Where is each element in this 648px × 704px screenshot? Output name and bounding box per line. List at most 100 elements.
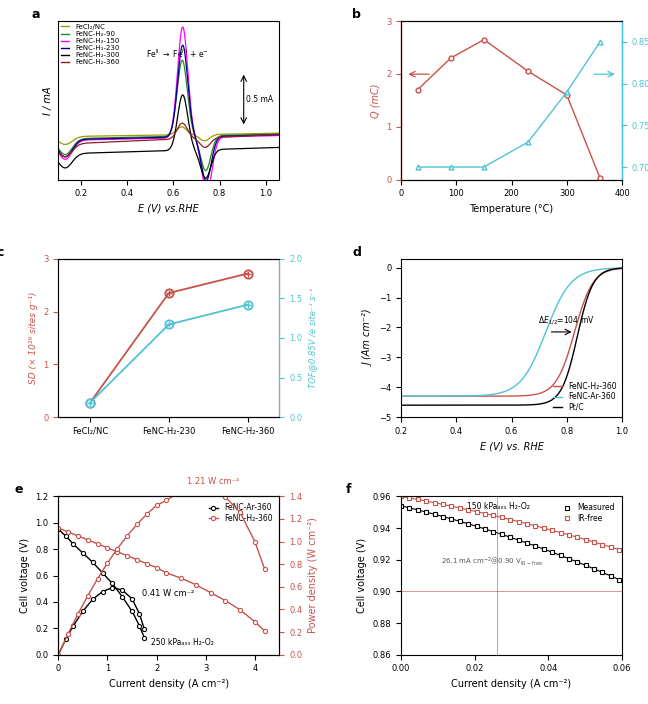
FeNC-Ar-360 (135, 622, 143, 630)
Line: Pt/C: Pt/C (401, 268, 622, 406)
Measured (406, 503, 413, 512)
FeNC-H₂-230 (179, 41, 187, 49)
FeNC-H₂-360 (237, 605, 244, 614)
FeNC-Ar-360 (613, 264, 621, 272)
FeNC-H₂-230 (154, 133, 162, 142)
FeNC-Ar-360 (89, 558, 97, 567)
Pt/C (516, 401, 524, 409)
Measured (422, 508, 430, 516)
Line: FeNC-H₂-360: FeNC-H₂-360 (56, 526, 267, 633)
FeNC-H₂-300 (222, 145, 229, 153)
FeNC-H₂-360 (178, 574, 185, 582)
FeNC-H₂-90 (111, 134, 119, 142)
FeCl₂/NC (111, 132, 119, 140)
FeNC-Ar-360 (69, 540, 77, 548)
FeNC-H₂-360 (207, 589, 214, 597)
FeNC-H₂-360 (153, 563, 161, 572)
Text: 0.5 mA: 0.5 mA (246, 95, 273, 104)
Line: FeNC-H₂-90: FeNC-H₂-90 (58, 61, 279, 170)
X-axis label: E (V) vs. RHE: E (V) vs. RHE (480, 441, 544, 451)
FeNC-Ar-360 (62, 532, 69, 540)
Line: IR-free: IR-free (399, 495, 621, 551)
Measured (414, 505, 422, 514)
Text: 250 kPaₐₓₛ H₂-O₂: 250 kPaₐₓₛ H₂-O₂ (151, 639, 214, 647)
Text: Fe$^{\rm II}$ $\rightarrow$ Fe$^{\rm III}$ + e$^{-}$: Fe$^{\rm II}$ $\rightarrow$ Fe$^{\rm III… (146, 47, 209, 60)
FeNC-Ar-360 (397, 392, 405, 401)
Measured (557, 551, 564, 560)
FeNC-H₂-360 (578, 303, 586, 311)
FeNC-H₂-230 (93, 134, 101, 143)
FeNC-H₂-150 (202, 188, 210, 196)
FeNC-H₂-300 (203, 173, 211, 182)
Text: a: a (32, 8, 40, 21)
FeNC-H₂-360 (529, 391, 537, 399)
FeNC-H₂-230 (222, 132, 229, 140)
Measured (540, 545, 548, 553)
Line: FeNC-H₂-230: FeNC-H₂-230 (58, 45, 279, 181)
Legend: FeNC-H₂-360, FeNC-Ar-360, Pt/C: FeNC-H₂-360, FeNC-Ar-360, Pt/C (550, 379, 619, 415)
FeNC-H₂-300 (179, 91, 187, 99)
FeNC-H₂-90 (185, 101, 193, 109)
FeNC-H₂-360 (104, 543, 111, 552)
FeNC-H₂-360 (222, 133, 229, 142)
X-axis label: Current density (A cm⁻²): Current density (A cm⁻²) (109, 679, 229, 689)
FeCl₂/NC (94, 132, 102, 140)
FeNC-H₂-90 (178, 56, 186, 65)
Y-axis label: Cell voltage (V): Cell voltage (V) (20, 538, 30, 613)
Legend: FeNC-Ar-360, FeNC-H₂-360: FeNC-Ar-360, FeNC-H₂-360 (205, 500, 275, 526)
IR-free (523, 520, 531, 528)
Measured (523, 539, 531, 547)
Measured (582, 561, 590, 570)
Text: 0.41 W cm⁻²: 0.41 W cm⁻² (143, 589, 194, 598)
Y-axis label: SD (× 10¹⁹ sites g⁻¹): SD (× 10¹⁹ sites g⁻¹) (29, 291, 38, 384)
FeNC-H₂-90 (203, 165, 211, 174)
FeNC-H₂-360 (260, 627, 268, 635)
FeCl₂/NC (203, 136, 211, 144)
FeNC-H₂-360 (178, 119, 186, 127)
IR-free (599, 540, 607, 548)
FeCl₂/NC (54, 137, 62, 146)
Measured (481, 524, 489, 533)
Pt/C (578, 312, 586, 320)
Y-axis label: Cell voltage (V): Cell voltage (V) (357, 538, 367, 613)
IR-free (506, 515, 514, 524)
Pt/C (397, 401, 405, 410)
IR-free (448, 502, 456, 510)
FeCl₂/NC (275, 129, 283, 137)
X-axis label: Temperature (°C): Temperature (°C) (470, 203, 553, 214)
Measured (590, 565, 598, 573)
Text: 150 kPaₐₓₛ H₂-O₂: 150 kPaₐₓₛ H₂-O₂ (467, 502, 530, 511)
IR-free (456, 504, 464, 513)
IR-free (540, 524, 548, 532)
FeNC-H₂-230 (202, 177, 210, 185)
IR-free (565, 531, 573, 539)
Line: Measured: Measured (399, 504, 621, 582)
FeNC-H₂-360 (275, 130, 283, 139)
Pt/C (503, 401, 511, 409)
Measured (531, 542, 539, 551)
FeNC-H₂-150 (203, 189, 211, 197)
FeNC-H₂-360 (143, 560, 150, 568)
Text: 26.1 mA cm$^{-2}$@0.90 V$_{\mathrm{IR-free}}$: 26.1 mA cm$^{-2}$@0.90 V$_{\mathrm{IR-fr… (441, 555, 542, 568)
FeNC-H₂-360 (123, 551, 131, 560)
FeNC-H₂-150 (222, 133, 229, 142)
IR-free (548, 526, 556, 534)
FeNC-H₂-360 (84, 536, 91, 544)
IR-free (489, 511, 497, 520)
Y-axis label: I / mA: I / mA (43, 86, 52, 115)
FeNC-Ar-360 (618, 264, 626, 272)
FeNC-H₂-360 (185, 129, 193, 137)
FeCl₂/NC (185, 128, 193, 137)
Measured (456, 517, 464, 526)
Line: FeNC-H₂-360: FeNC-H₂-360 (401, 268, 622, 396)
Legend: FeCl₂/NC, FeNC-H₂-90, FeNC-H₂-150, FeNC-H₂-230, FeNC-H₂-300, FeNC-H₂-360: FeCl₂/NC, FeNC-H₂-90, FeNC-H₂-150, FeNC-… (60, 23, 120, 65)
FeNC-H₂-360 (502, 392, 510, 401)
FeNC-H₂-90 (154, 132, 162, 141)
FeNC-Ar-360 (79, 549, 87, 558)
FeCl₂/NC (155, 131, 163, 139)
Measured (565, 555, 573, 563)
FeNC-H₂-360 (222, 596, 229, 605)
IR-free (422, 497, 430, 505)
Measured (464, 520, 472, 528)
FeNC-H₂-150 (111, 135, 119, 144)
